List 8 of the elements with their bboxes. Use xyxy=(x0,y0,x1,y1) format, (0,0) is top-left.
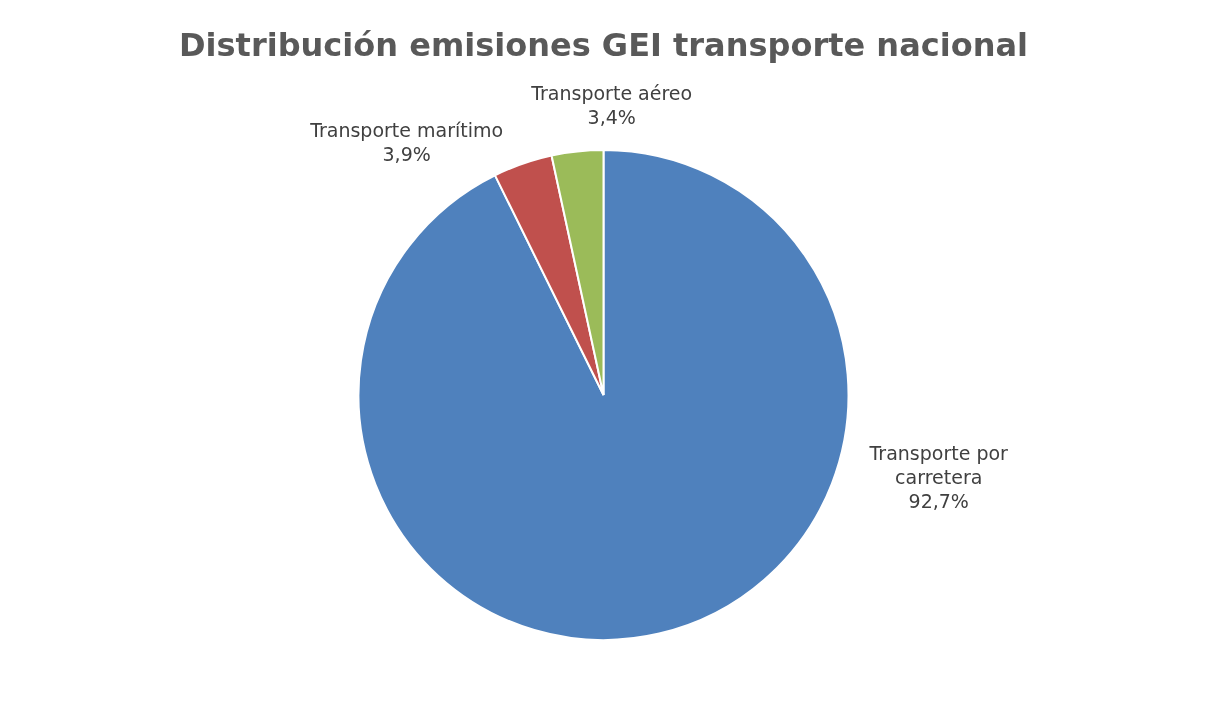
chart-title: Distribución emisiones GEI transporte nacional xyxy=(179,26,1028,64)
data-label: 3,4% xyxy=(587,105,636,128)
slice-label: Transporte por carretera xyxy=(868,441,1009,488)
pie-slice xyxy=(357,149,850,641)
slice-label: Transporte aéreo xyxy=(530,81,693,104)
data-label: 92,7% xyxy=(908,489,969,512)
data-label: 3,9% xyxy=(382,142,431,165)
slice-label: Transporte marítimo xyxy=(309,118,504,141)
